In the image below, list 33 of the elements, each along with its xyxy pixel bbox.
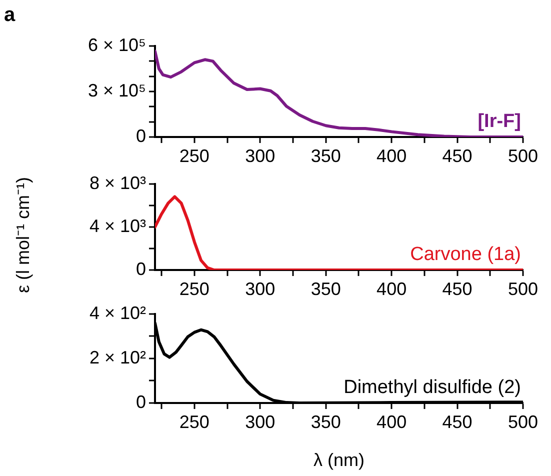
x-tick-label: 350 (310, 412, 341, 432)
x-tick-label: 400 (376, 412, 407, 432)
x-tick-label: 400 (376, 278, 407, 299)
y-tick-label: 0 (136, 392, 146, 412)
x-tick-label: 350 (310, 146, 341, 166)
y-tick-label: 4 × 10³ (89, 216, 146, 236)
x-tick-label: 450 (442, 412, 472, 432)
y-tick-label: 4 × 10² (89, 302, 146, 323)
chart-title: a (4, 4, 16, 27)
x-tick-label: 350 (310, 278, 341, 299)
y-tick-label: 0 (136, 258, 146, 279)
x-tick-label: 300 (245, 278, 276, 299)
x-tick-label: 500 (508, 278, 538, 299)
y-tick-label: 6 × 10⁵ (88, 34, 146, 55)
series-label: [Ir-F] (478, 111, 521, 132)
x-tick-label: 450 (442, 146, 472, 166)
y-tick-label: 0 (136, 126, 146, 146)
y-tick-label: 3 × 10⁵ (88, 80, 146, 100)
x-tick-label: 300 (245, 146, 276, 166)
x-axis-title: λ (nm) (314, 450, 364, 471)
y-tick-label: 8 × 10³ (89, 172, 146, 193)
series-label: Dimethyl disulfide (2) (344, 377, 521, 398)
x-tick-label: 400 (376, 146, 407, 166)
series-label: Carvone (1a) (410, 244, 521, 265)
y-tick-label: 2 × 10² (89, 347, 146, 368)
x-tick-label: 450 (442, 278, 472, 299)
x-tick-label: 500 (508, 412, 538, 432)
x-tick-label: 300 (245, 412, 276, 432)
y-axis-title: ε (l mol⁻¹ cm⁻¹) (12, 176, 34, 294)
x-tick-label: 250 (179, 146, 210, 166)
x-tick-label: 500 (508, 146, 538, 166)
x-tick-label: 250 (179, 412, 210, 432)
x-tick-label: 250 (179, 278, 210, 299)
